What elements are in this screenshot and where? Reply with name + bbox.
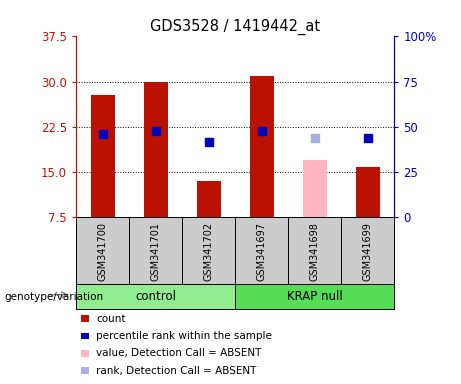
Bar xyxy=(91,95,114,217)
Bar xyxy=(356,167,379,217)
Text: value, Detection Call = ABSENT: value, Detection Call = ABSENT xyxy=(96,348,261,358)
Text: rank, Detection Call = ABSENT: rank, Detection Call = ABSENT xyxy=(96,366,256,376)
Point xyxy=(152,128,160,134)
Text: KRAP null: KRAP null xyxy=(287,290,343,303)
Bar xyxy=(303,160,326,217)
Point xyxy=(205,139,212,145)
Point xyxy=(364,136,372,142)
Text: percentile rank within the sample: percentile rank within the sample xyxy=(96,331,272,341)
Text: count: count xyxy=(96,314,125,324)
Bar xyxy=(250,76,273,217)
Text: GSM341701: GSM341701 xyxy=(151,222,160,281)
Text: GSM341699: GSM341699 xyxy=(363,222,372,281)
Text: genotype/variation: genotype/variation xyxy=(5,291,104,302)
Point xyxy=(258,128,266,134)
Text: GSM341700: GSM341700 xyxy=(98,222,107,281)
Bar xyxy=(197,181,220,217)
Text: GSM341697: GSM341697 xyxy=(257,222,266,281)
Bar xyxy=(144,82,167,217)
Bar xyxy=(235,284,394,309)
Text: GSM341698: GSM341698 xyxy=(310,222,319,281)
Point xyxy=(311,136,318,142)
Bar xyxy=(76,284,235,309)
Point xyxy=(99,131,106,137)
Text: GSM341702: GSM341702 xyxy=(204,222,213,281)
Title: GDS3528 / 1419442_at: GDS3528 / 1419442_at xyxy=(150,19,320,35)
Text: control: control xyxy=(135,290,176,303)
